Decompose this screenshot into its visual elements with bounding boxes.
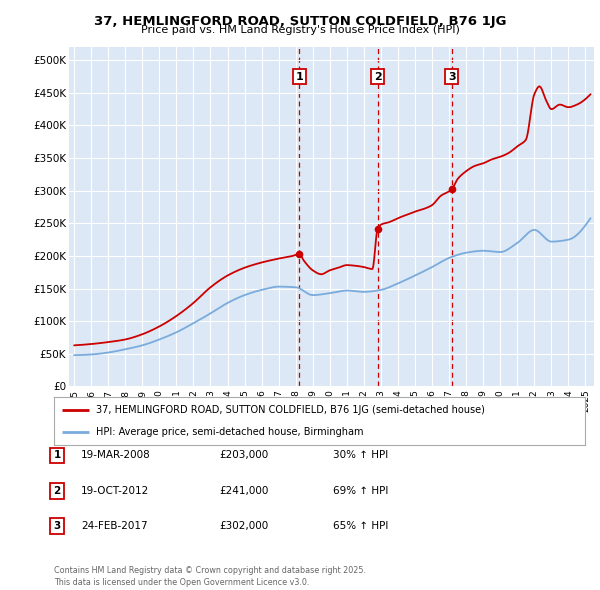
- Text: 2: 2: [53, 486, 61, 496]
- Text: 30% ↑ HPI: 30% ↑ HPI: [333, 451, 388, 460]
- Text: 2: 2: [374, 71, 382, 81]
- Text: 37, HEMLINGFORD ROAD, SUTTON COLDFIELD, B76 1JG: 37, HEMLINGFORD ROAD, SUTTON COLDFIELD, …: [94, 15, 506, 28]
- Text: 19-MAR-2008: 19-MAR-2008: [81, 451, 151, 460]
- Text: HPI: Average price, semi-detached house, Birmingham: HPI: Average price, semi-detached house,…: [97, 427, 364, 437]
- Text: 1: 1: [295, 71, 303, 81]
- Text: 3: 3: [53, 522, 61, 531]
- Text: Price paid vs. HM Land Registry's House Price Index (HPI): Price paid vs. HM Land Registry's House …: [140, 25, 460, 35]
- Text: £302,000: £302,000: [219, 522, 268, 531]
- Text: 24-FEB-2017: 24-FEB-2017: [81, 522, 148, 531]
- Text: 65% ↑ HPI: 65% ↑ HPI: [333, 522, 388, 531]
- Text: 19-OCT-2012: 19-OCT-2012: [81, 486, 149, 496]
- Text: Contains HM Land Registry data © Crown copyright and database right 2025.
This d: Contains HM Land Registry data © Crown c…: [54, 566, 366, 587]
- Text: £241,000: £241,000: [219, 486, 268, 496]
- Text: 37, HEMLINGFORD ROAD, SUTTON COLDFIELD, B76 1JG (semi-detached house): 37, HEMLINGFORD ROAD, SUTTON COLDFIELD, …: [97, 405, 485, 415]
- Text: 1: 1: [53, 451, 61, 460]
- Text: £203,000: £203,000: [219, 451, 268, 460]
- Text: 3: 3: [448, 71, 455, 81]
- Text: 69% ↑ HPI: 69% ↑ HPI: [333, 486, 388, 496]
